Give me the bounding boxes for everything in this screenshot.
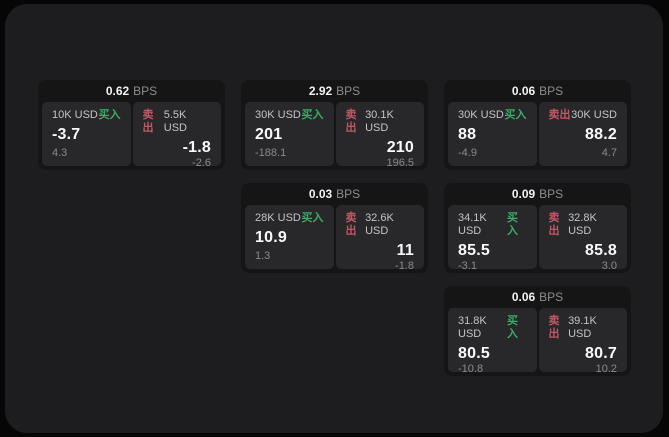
bps-unit-label: BPS [539,84,564,98]
sell-tile[interactable]: 卖出 32.8K USD 85.8 3.0 [538,205,627,272]
sell-price: 85.8 [585,242,617,259]
bps-unit-label: BPS [539,290,564,304]
sell-delta: 3.0 [601,260,617,272]
bps-unit-label: BPS [133,84,158,98]
sell-side-label: 卖出 [548,315,560,340]
sell-delta: 196.5 [386,157,414,169]
buy-side-label: 买入 [506,212,518,237]
sell-tile[interactable]: 卖出 39.1K USD 80.7 10.2 [538,308,627,375]
spread-header: 2.92 BPS [245,80,424,102]
buy-delta: -188.1 [255,147,287,159]
buy-size: 28K USD [255,212,301,224]
buy-side-label: 买入 [301,212,324,224]
buy-tile[interactable]: 31.8K USD 买入 80.5 -10.8 [448,308,537,375]
sell-size: 30.1K USD [365,109,394,134]
buy-size: 34.1K USD [458,212,487,237]
buy-size: 31.8K USD [458,315,487,340]
sell-tile[interactable]: 卖出 5.5K USD -1.8 -2.6 [132,102,221,169]
spread-value: 0.62 [105,84,130,98]
sell-size: 5.5K USD [163,109,187,134]
buy-delta: -4.9 [458,147,477,159]
buy-side-label: 买入 [98,109,121,121]
buy-delta: -3.1 [458,260,477,272]
buy-size: 30K USD [255,109,301,121]
buy-side-label: 买入 [504,109,527,121]
buy-delta: 1.3 [255,250,271,262]
sell-price: 80.7 [585,345,617,362]
quote-card: 0.09 BPS 34.1K USD 买入 85.5 -3.1 卖出 32.8K… [444,183,631,273]
buy-size: 10K USD [52,109,98,121]
spread-header: 0.06 BPS [448,80,627,102]
buy-delta: 4.3 [52,147,68,159]
quotes-grid: 0.62 BPS 10K USD 买入 -3.7 4.3 卖出 5.5K USD [38,80,631,376]
sell-side-label: 卖出 [548,109,571,121]
quote-tiles: 28K USD 买入 10.9 1.3 卖出 32.6K USD 11 -1.8 [245,205,424,272]
sell-price: 11 [396,242,414,259]
quote-card: 0.03 BPS 28K USD 买入 10.9 1.3 卖出 32.6K US… [241,183,428,273]
spread-value: 2.92 [308,84,333,98]
spread-value: 0.09 [511,187,536,201]
buy-tile[interactable]: 30K USD 买入 201 -188.1 [245,102,334,166]
sell-side-label: 卖出 [548,212,560,237]
spread-header: 0.03 BPS [245,183,424,205]
sell-price: -1.8 [182,139,211,156]
sell-price: 210 [386,139,414,156]
sell-price: 88.2 [585,126,617,143]
bps-unit-label: BPS [336,187,361,201]
spread-header: 0.09 BPS [448,183,627,205]
buy-side-label: 买入 [301,109,324,121]
spread-header: 0.06 BPS [448,286,627,308]
buy-price: 201 [255,126,283,143]
buy-size: 30K USD [458,109,504,121]
buy-price: 10.9 [255,229,287,246]
sell-delta: -2.6 [192,157,211,169]
sell-size: 32.8K USD [568,212,597,237]
buy-tile[interactable]: 10K USD 买入 -3.7 4.3 [42,102,131,166]
buy-price: 85.5 [458,242,490,259]
quote-card: 0.06 BPS 30K USD 买入 88 -4.9 卖出 30K USD [444,80,631,170]
sell-size: 30K USD [571,109,617,121]
quote-card: 0.62 BPS 10K USD 买入 -3.7 4.3 卖出 5.5K USD [38,80,225,170]
quote-card: 0.06 BPS 31.8K USD 买入 80.5 -10.8 卖出 39.1… [444,286,631,376]
quote-tiles: 10K USD 买入 -3.7 4.3 卖出 5.5K USD -1.8 -2.… [42,102,221,169]
sell-delta: 4.7 [601,147,617,159]
bps-unit-label: BPS [539,187,564,201]
buy-tile[interactable]: 30K USD 买入 88 -4.9 [448,102,537,166]
sell-size: 39.1K USD [568,315,597,340]
sell-size: 32.6K USD [365,212,394,237]
buy-tile[interactable]: 34.1K USD 买入 85.5 -3.1 [448,205,537,272]
sell-tile[interactable]: 卖出 32.6K USD 11 -1.8 [335,205,424,272]
bps-unit-label: BPS [336,84,361,98]
sell-side-label: 卖出 [142,109,154,134]
spread-header: 0.62 BPS [42,80,221,102]
sell-tile[interactable]: 卖出 30.1K USD 210 196.5 [335,102,424,169]
buy-price: 88 [458,126,477,143]
sell-delta: 10.2 [595,363,617,375]
spread-value: 0.03 [308,187,333,201]
sell-tile[interactable]: 卖出 30K USD 88.2 4.7 [538,102,627,166]
buy-price: -3.7 [52,126,81,143]
spread-value: 0.06 [511,84,536,98]
app-panel: 0.62 BPS 10K USD 买入 -3.7 4.3 卖出 5.5K USD [5,4,663,433]
quote-tiles: 30K USD 买入 88 -4.9 卖出 30K USD 88.2 4.7 [448,102,627,166]
quote-tiles: 34.1K USD 买入 85.5 -3.1 卖出 32.8K USD 85.8… [448,205,627,272]
buy-tile[interactable]: 28K USD 买入 10.9 1.3 [245,205,334,269]
quote-tiles: 30K USD 买入 201 -188.1 卖出 30.1K USD 210 1… [245,102,424,169]
spread-value: 0.06 [511,290,536,304]
sell-side-label: 卖出 [345,109,357,134]
quote-tiles: 31.8K USD 买入 80.5 -10.8 卖出 39.1K USD 80.… [448,308,627,375]
sell-side-label: 卖出 [345,212,357,237]
buy-price: 80.5 [458,345,490,362]
quote-card: 2.92 BPS 30K USD 买入 201 -188.1 卖出 30.1K … [241,80,428,170]
buy-delta: -10.8 [458,363,484,375]
sell-delta: -1.8 [395,260,414,272]
buy-side-label: 买入 [506,315,518,340]
